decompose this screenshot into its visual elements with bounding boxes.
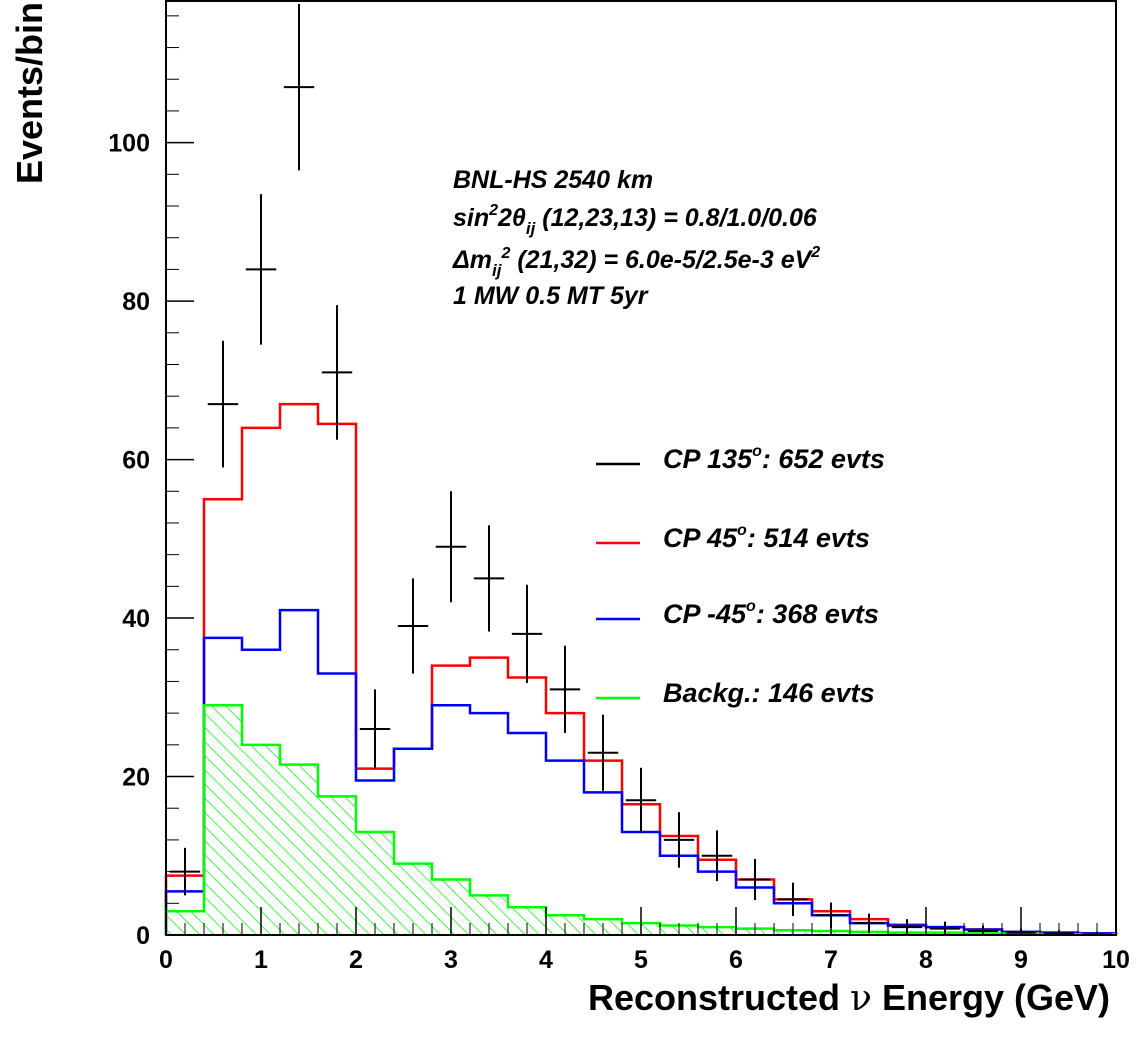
data-point-13: [663, 812, 695, 868]
x-tick-1: 1: [254, 907, 268, 974]
legend-entry-2: CP -45o: 368 evts: [596, 598, 879, 629]
x-tick-label: 10: [1102, 946, 1130, 974]
y-tick-label: 100: [108, 130, 150, 158]
x-tick-label: 3: [444, 946, 458, 974]
y-tick-40: 40: [122, 605, 194, 633]
y-tick-80: 80: [122, 288, 194, 316]
x-tick-label: 8: [919, 946, 933, 974]
x-tick-5: 5: [634, 907, 648, 974]
data-point-15: [739, 858, 771, 901]
data-point-9: [511, 584, 543, 684]
y-tick-60: 60: [122, 447, 194, 475]
data-point-5: [359, 689, 391, 769]
legend-label: CP 135o: 652 evts: [663, 443, 885, 474]
x-tick-label: 5: [634, 946, 648, 974]
data-point-8: [473, 525, 505, 632]
x-tick-8: 8: [919, 907, 933, 974]
y-tick-label: 60: [122, 447, 150, 475]
background-fill-layer: [166, 705, 1116, 935]
x-tick-label: 0: [159, 946, 173, 974]
x-tick-label: 7: [824, 946, 838, 974]
data-point-6: [397, 578, 429, 674]
x-tick-3: 3: [444, 907, 458, 974]
data-point-3: [283, 3, 315, 171]
info-line-4: 1 MW 0.5 MT 5yr: [453, 282, 649, 310]
y-axis-title: Events/bin: [9, 2, 50, 184]
y-tick-20: 20: [122, 764, 194, 792]
x-tick-10: 10: [1102, 907, 1130, 974]
y-tick-label: 20: [122, 764, 150, 792]
data-point-14: [701, 830, 733, 882]
x-tick-2: 2: [349, 907, 363, 974]
data-point-11: [587, 714, 619, 791]
legend-label: CP 45o: 514 evts: [663, 522, 870, 553]
legend-entry-1: CP 45o: 514 evts: [596, 522, 870, 553]
x-tick-label: 4: [539, 946, 553, 974]
info-line-3: Δmij2 (21,32) = 6.0e-5/2.5e-3 eV2: [452, 244, 820, 280]
y-tick-0: 0: [136, 922, 194, 950]
y-tick-label: 80: [122, 288, 150, 316]
legend: CP 135o: 652 evts CP 45o: 514 evts CP -45o…: [596, 443, 885, 708]
y-tick-100: 100: [108, 130, 194, 158]
data-point-16: [777, 882, 809, 916]
x-tick-9: 9: [1014, 907, 1028, 974]
x-tick-label: 1: [254, 946, 268, 974]
x-tick-7: 7: [824, 907, 838, 974]
x-tick-0: 0: [159, 907, 173, 974]
legend-label: CP -45o: 368 evts: [663, 598, 879, 629]
x-axis-title: Reconstructed ν Energy (GeV): [588, 977, 1110, 1019]
data-point-12: [625, 767, 657, 833]
background-hatched-fill: [166, 705, 1116, 935]
x-tick-4: 4: [539, 907, 553, 974]
legend-entry-3: Backg.: 146 evts: [596, 678, 875, 708]
x-tick-label: 2: [349, 946, 363, 974]
y-tick-label: 0: [136, 922, 150, 950]
nu-symbol: ν: [850, 978, 872, 1019]
data-point-2: [245, 194, 277, 345]
info-line-2: sin22θij (12,23,13) = 0.8/1.0/0.06: [453, 202, 818, 238]
info-line-1: BNL-HS 2540 km: [453, 166, 653, 194]
y-tick-label: 40: [122, 605, 150, 633]
data-point-1: [207, 340, 239, 468]
data-point-10: [549, 645, 581, 733]
info-block: BNL-HS 2540 km sin22θij (12,23,13) = 0.8…: [452, 166, 820, 310]
data-point-7: [435, 491, 467, 603]
x-tick-6: 6: [729, 907, 743, 974]
x-tick-label: 9: [1014, 946, 1028, 974]
x-axis-ticks: 0 1 2 3 4 5 6 7 8 9 10: [159, 907, 1130, 974]
legend-entry-0: CP 135o: 652 evts: [596, 443, 885, 474]
y-axis-ticks: 0 20 40 60 80 100: [108, 15, 194, 950]
legend-label: Backg.: 146 evts: [663, 678, 875, 708]
x-tick-label: 6: [729, 946, 743, 974]
data-point-4: [321, 305, 353, 440]
